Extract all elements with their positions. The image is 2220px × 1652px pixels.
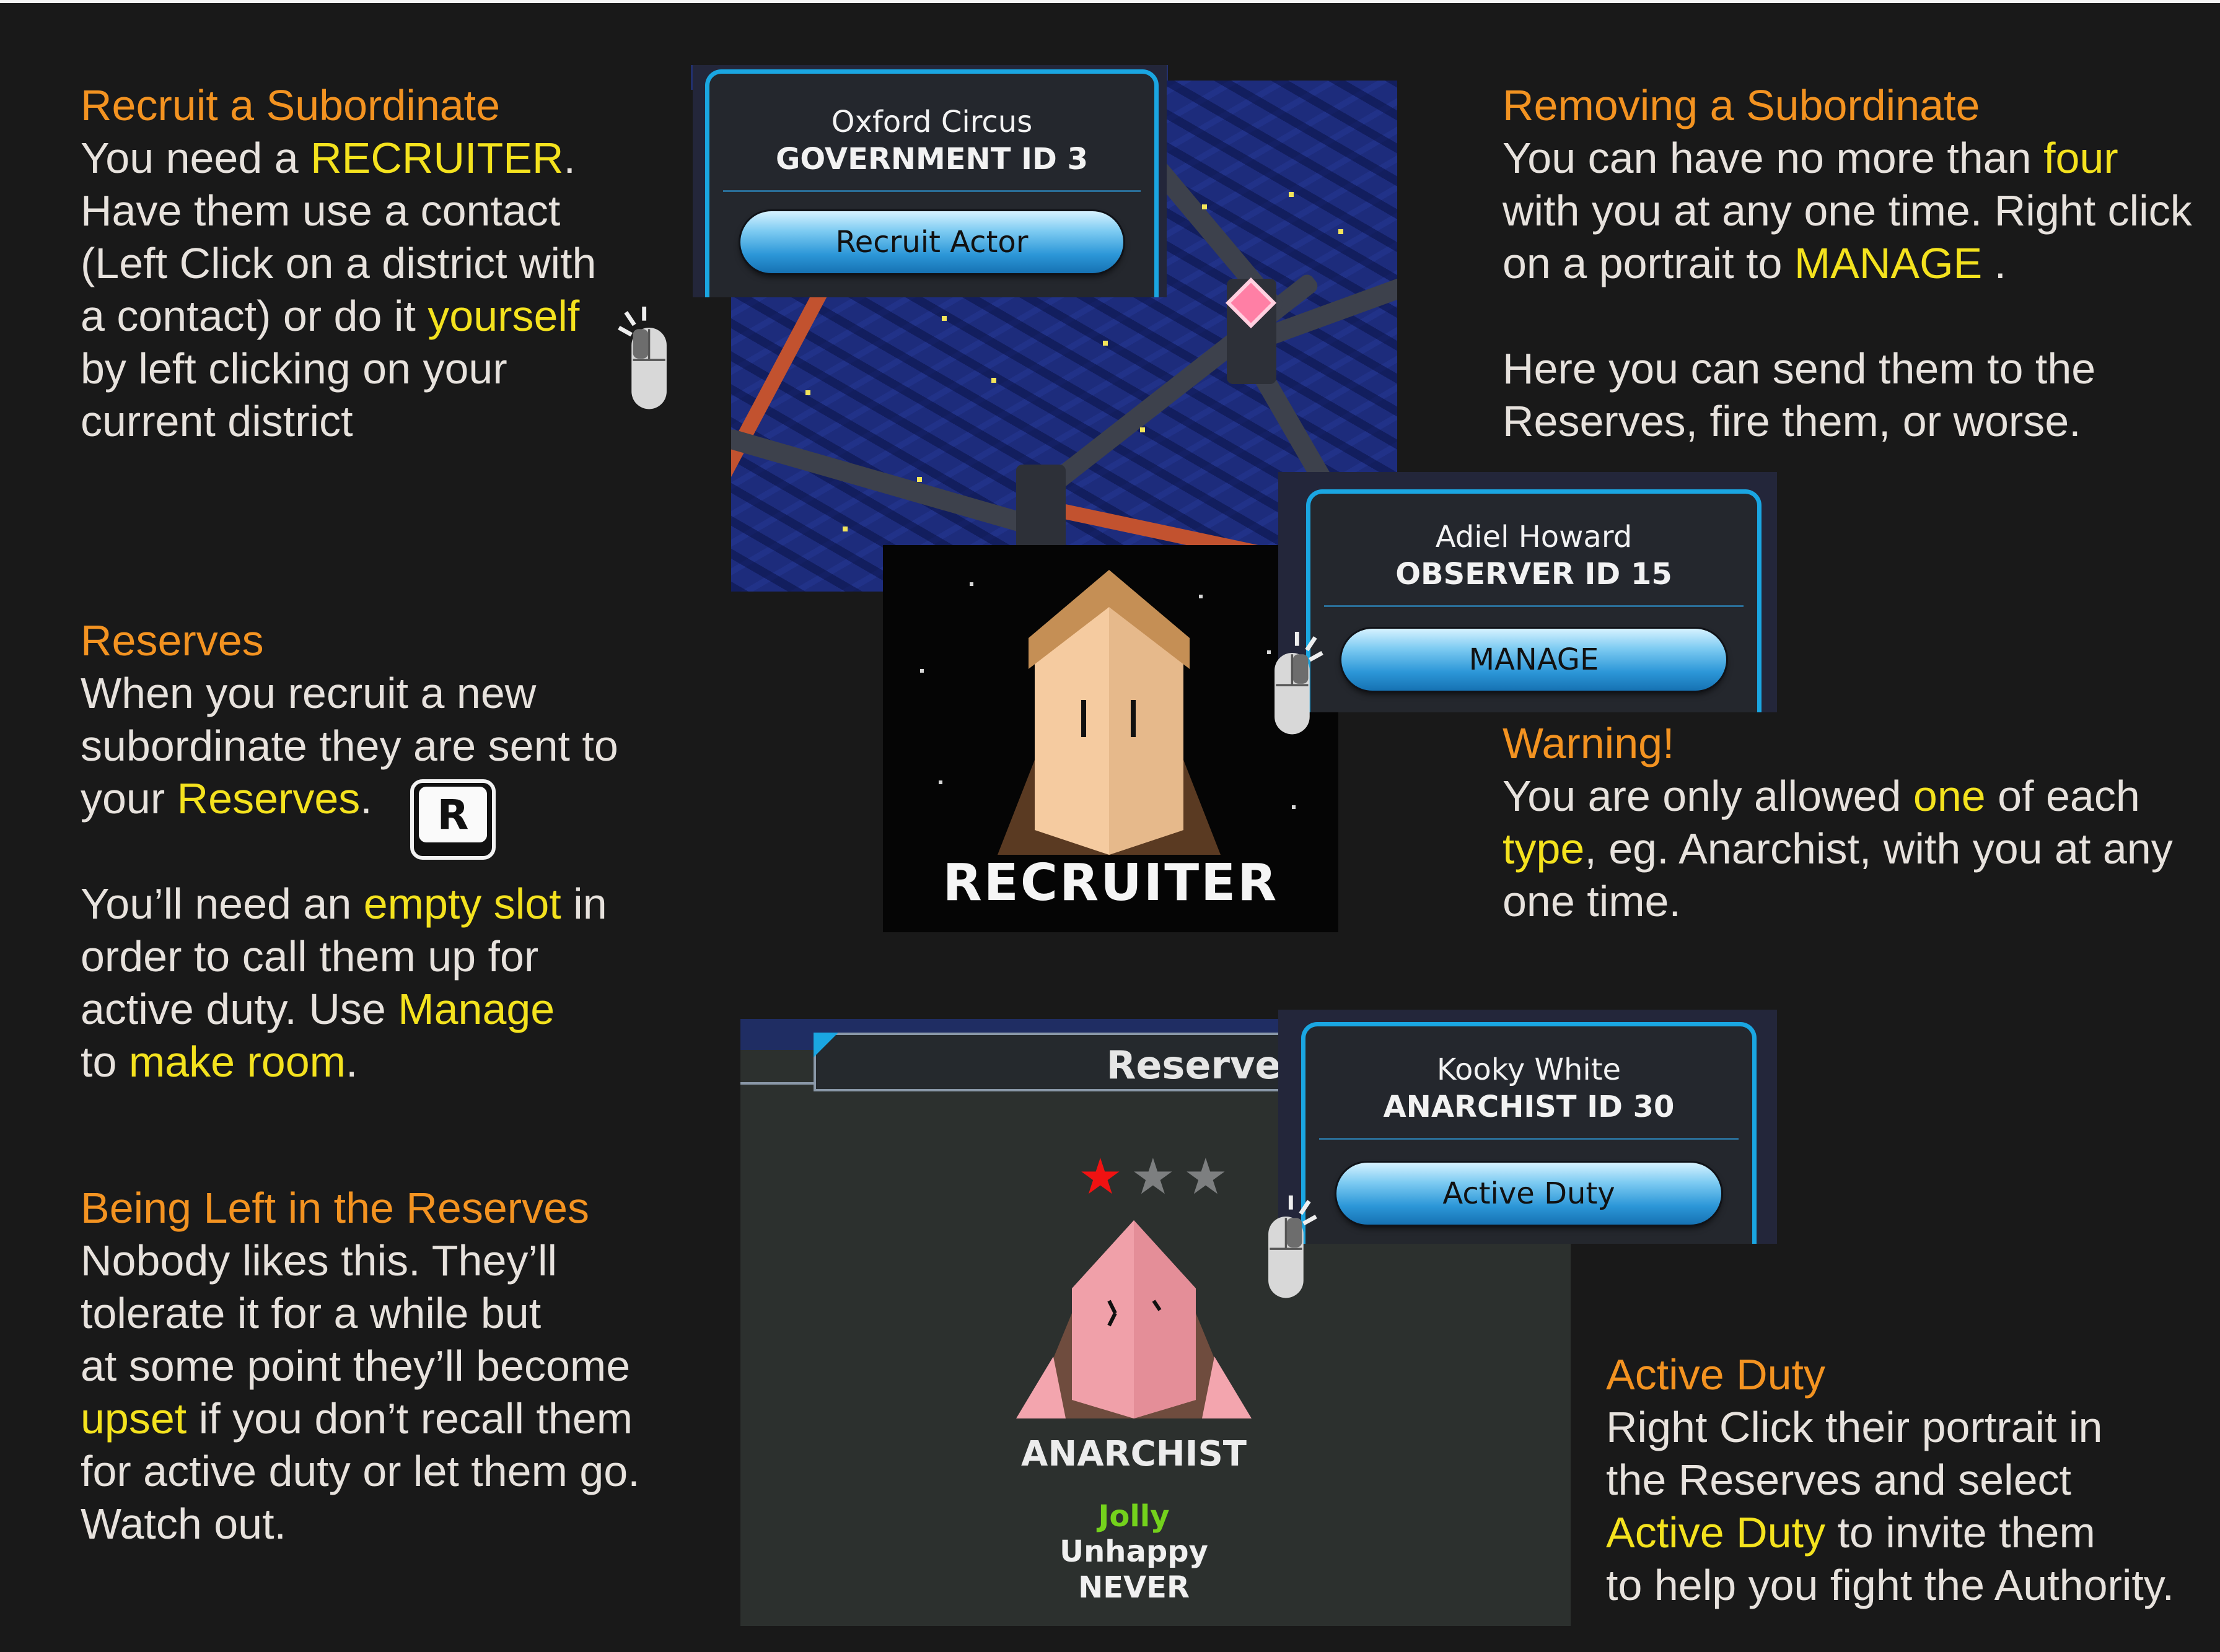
district-tower[interactable] [1016,465,1066,557]
left-in-reserves-heading: Being Left in the Reserves [81,1184,590,1232]
map-light [805,390,810,395]
panel-divider [723,190,1141,192]
make-room-keyword: make room [128,1038,346,1086]
warning-section: Warning! You are only allowed one of eac… [1503,717,2173,928]
recruiter-portrait-card[interactable]: RECRUITER [883,545,1338,932]
reserve-trait: Jolly [1098,1499,1170,1534]
key-label: R [419,787,487,842]
reserves-heading: Reserves [81,616,264,665]
recruit-section: Recruit a Subordinate You need a RECRUIT… [81,79,596,448]
district-name: Oxford Circus [831,105,1033,139]
anarchist-panel: Kooky White ANARCHIST ID 30 Active Duty [1301,1022,1757,1244]
map-light [942,316,947,321]
manage-caps-keyword: MANAGE [1794,239,1983,287]
recruit-actor-button[interactable]: Recruit Actor [740,211,1123,273]
reserves-header-line [740,1082,815,1085]
observer-name: Adiel Howard [1435,520,1633,554]
warning-heading: Warning! [1503,719,1675,767]
observer-panel: Adiel Howard OBSERVER ID 15 MANAGE [1306,489,1762,712]
bg-star [939,780,942,784]
bg-star [1292,805,1296,809]
active-duty-keyword: Active Duty [1606,1508,1825,1557]
reserves-section: Reserves When you recruit a new subordin… [81,614,618,1088]
bg-star [1199,595,1203,598]
reserve-role: ANARCHIST [1021,1434,1247,1474]
anarchist-name: Kooky White [1436,1052,1621,1087]
type-keyword: type [1503,824,1585,873]
map-light [843,527,848,531]
reserves-tab-corner [814,1033,838,1057]
removing-section: Removing a Subordinate You can have no m… [1503,79,2192,448]
upset-keyword: upset [81,1394,187,1443]
manage-keyword: Manage [398,985,555,1033]
reserve-status: NEVER [1078,1570,1190,1605]
removing-heading: Removing a Subordinate [1503,81,1980,129]
recruit-heading: Recruit a Subordinate [81,81,501,129]
four-keyword: four [2043,134,2118,182]
reserves-title: Reserves [1106,1042,1304,1088]
left-in-reserves-section: Being Left in the Reserves Nobody likes … [81,1182,640,1550]
manage-button[interactable]: MANAGE [1341,629,1726,691]
top-border [0,0,2220,3]
map-light [1338,229,1343,234]
mouse-left-click-icon [618,307,667,409]
star-icon-filled: ★ [1078,1148,1123,1205]
reserves-keyword: Reserves [177,774,361,823]
district-panel: Oxford Circus GOVERNMENT ID 3 Recruit Ac… [705,69,1159,297]
map-road [731,427,1061,543]
recruiter-keyword: RECRUITER [310,134,564,182]
map-light [1289,192,1294,197]
recruiter-portrait-icon [998,570,1221,855]
yourself-keyword: yourself [428,292,580,340]
panel-divider [1319,1138,1739,1140]
map-light [1140,427,1145,432]
observer-role: OBSERVER ID 15 [1395,557,1672,592]
active-duty-heading: Active Duty [1606,1350,1825,1399]
reserves-tab[interactable] [814,1033,1297,1091]
anarchist-role: ANARCHIST ID 30 [1383,1090,1675,1124]
mouse-right-click-icon [1275,632,1323,735]
map-light [917,477,922,482]
map-light [1202,204,1207,209]
district-role: GOVERNMENT ID 3 [776,142,1088,177]
recruiter-label: RECRUITER [942,854,1279,912]
reserve-mood: Unhappy [1060,1534,1208,1569]
keyboard-r-key-icon: R [410,779,496,860]
map-light [1103,341,1108,346]
bg-star [970,582,973,586]
empty-slot-keyword: empty slot [363,880,561,928]
anarchist-portrait-icon[interactable] [1016,1220,1252,1418]
one-keyword: one [1913,772,1986,820]
panel-divider [1324,605,1744,607]
map-light [991,378,996,383]
star-icon-empty: ★ [1131,1148,1175,1205]
bg-star [1267,650,1271,654]
active-duty-section: Active Duty Right Click their portrait i… [1606,1348,2174,1612]
active-duty-button[interactable]: Active Duty [1336,1163,1721,1225]
mouse-right-click-icon [1268,1195,1317,1298]
star-icon-empty: ★ [1183,1148,1228,1205]
bg-star [920,669,924,673]
